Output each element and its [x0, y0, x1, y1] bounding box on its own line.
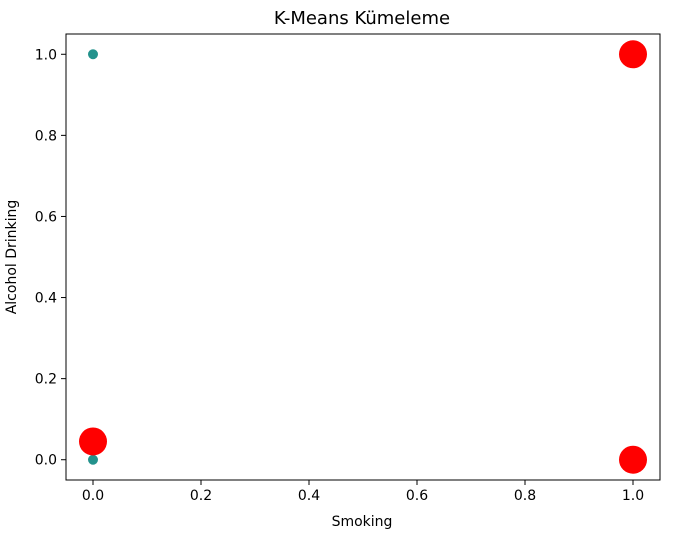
centroid-point: [79, 427, 107, 456]
data-point: [88, 454, 98, 465]
data-point: [88, 49, 98, 60]
y-tick-label: 0.0: [35, 453, 57, 469]
centroid-point: [619, 40, 647, 69]
y-tick-label: 0.4: [35, 291, 57, 307]
x-tick-label: 0.4: [298, 488, 320, 504]
x-tick-label: 0.8: [514, 488, 536, 504]
y-tick-label: 1.0: [35, 47, 57, 63]
x-axis-title: Smoking: [332, 514, 393, 530]
y-tick-label: 0.2: [35, 372, 57, 388]
centroid-point: [619, 445, 647, 474]
x-axis: 0.0 0.2 0.4 0.6 0.8 1.0: [82, 480, 644, 504]
x-tick-label: 0.2: [190, 488, 212, 504]
y-axis-title: Alcohol Drinking: [4, 200, 20, 315]
plot-area: [79, 40, 647, 474]
plot-frame: [65, 33, 661, 481]
x-tick-label: 0.6: [406, 488, 428, 504]
x-tick-label: 0.0: [82, 488, 104, 504]
x-tick-label: 1.0: [622, 488, 644, 504]
y-tick-label: 0.6: [35, 209, 57, 225]
y-axis: 0.0 0.2 0.4 0.6 0.8 1.0: [35, 47, 66, 469]
y-tick-label: 0.8: [35, 128, 57, 144]
chart-title: K-Means Kümeleme: [274, 8, 450, 29]
